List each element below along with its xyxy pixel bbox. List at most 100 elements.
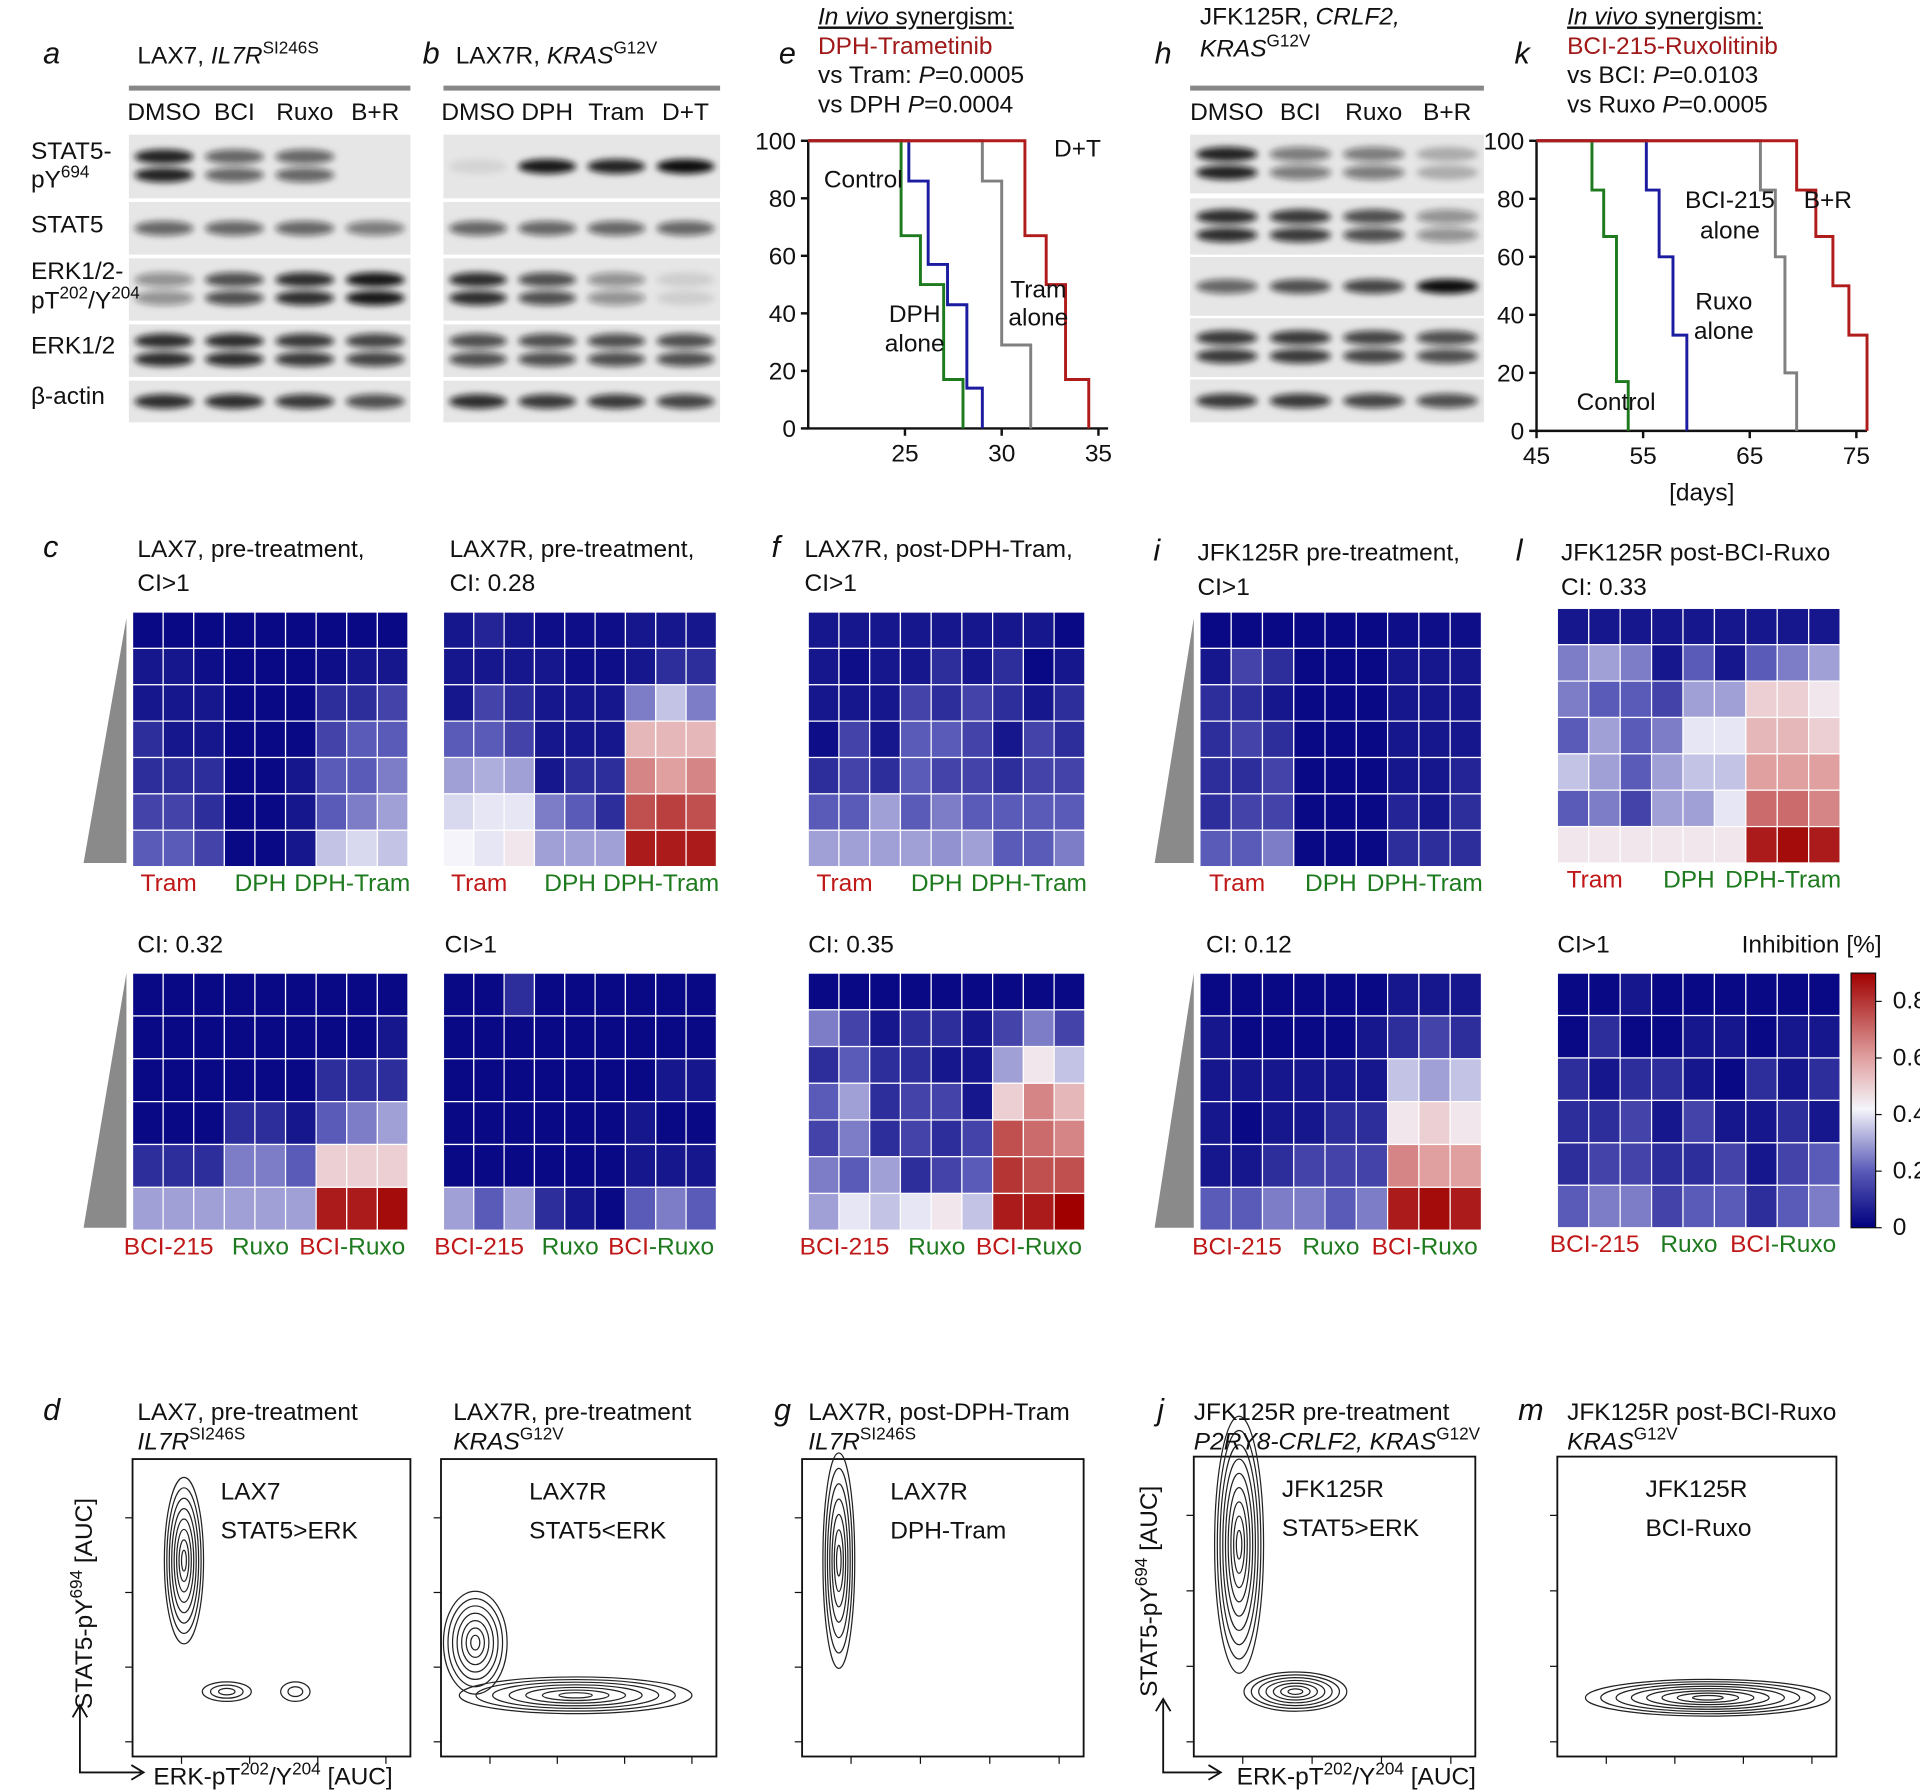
blot-band [1269, 348, 1332, 364]
heat-cell [1619, 607, 1653, 646]
group-label: BCI-Ruxo [1730, 1231, 1836, 1258]
heat-cell [1650, 607, 1684, 646]
heat-cell [442, 647, 475, 686]
heat-cell [1386, 1058, 1420, 1103]
heat-cell [193, 720, 225, 759]
heat-cell [1745, 972, 1778, 1017]
heat-cell [442, 756, 475, 795]
heat-cell [1588, 1099, 1621, 1144]
plot-frame [131, 1458, 412, 1758]
axes [1535, 140, 1868, 433]
heat-cell [869, 972, 902, 1011]
heat-cell [1386, 756, 1420, 795]
heat-cell [533, 972, 566, 1017]
blot-band [346, 149, 405, 164]
blot-band [656, 290, 715, 306]
heat-cell [1293, 720, 1326, 759]
heat-cell [1556, 1099, 1590, 1144]
curve-annotation: alone [1008, 305, 1068, 332]
heat-cell [1808, 1057, 1841, 1102]
text-segment: BCI [1730, 1231, 1771, 1258]
heat-cell [807, 1045, 840, 1084]
contour-note: LAX7R [529, 1478, 607, 1505]
text-segment: 694 [61, 161, 90, 181]
heat-cell [1556, 972, 1590, 1017]
heat-cell [1588, 825, 1621, 864]
heat-cell [223, 793, 256, 831]
group-label: DPH-Tram [1725, 866, 1841, 893]
blot-strip [1190, 198, 1484, 255]
heat-cell [1230, 1015, 1264, 1060]
heat-cell [1293, 684, 1326, 722]
blot-band [1342, 348, 1405, 364]
heat-cell [1199, 1058, 1232, 1103]
heat-cell [1324, 756, 1357, 795]
heat-cell [685, 720, 718, 759]
heat-cell [564, 1058, 596, 1103]
text-segment: KRAS [1200, 35, 1267, 62]
density-contour [465, 1627, 485, 1658]
heat-cell [807, 793, 840, 831]
heat-cell [992, 720, 1024, 759]
x-tick-label: 45 [1523, 443, 1550, 470]
heat-cell [655, 756, 687, 795]
blot-band [1416, 165, 1479, 180]
heat-cell [254, 1186, 287, 1231]
heat-cell [1355, 720, 1389, 759]
blot-band [587, 272, 646, 288]
heat-cell [930, 1119, 963, 1158]
density-contour [178, 1539, 190, 1583]
lane-label: BCI [1280, 99, 1321, 126]
blot-band [1342, 330, 1405, 346]
text-segment: BCI-215 [124, 1234, 214, 1261]
heat-cell [1588, 972, 1621, 1017]
heat-cell [807, 1009, 840, 1048]
heatmap-title: CI: 0.28 [450, 570, 536, 597]
density-contour [1243, 1671, 1348, 1712]
density-contour [1258, 1677, 1333, 1707]
text-segment: Tram [1567, 866, 1623, 893]
density-contour [470, 1634, 481, 1651]
panel-letter: b [423, 37, 440, 71]
y-tick-label: 0 [1511, 418, 1525, 445]
text-segment: /Y [269, 1764, 292, 1791]
heat-cell [533, 647, 566, 686]
heat-cell [1261, 793, 1295, 831]
survival-curve [808, 139, 984, 429]
text-segment: BCI-215 [434, 1234, 524, 1261]
heat-cell [254, 647, 287, 686]
group-label: Ruxo [1302, 1234, 1359, 1261]
heat-cell [899, 972, 932, 1011]
blot-band [275, 149, 335, 165]
text-segment: [AUC] [1136, 1486, 1163, 1558]
label: In vivo synergism: [818, 3, 1014, 30]
heat-cell [1324, 720, 1357, 759]
heat-cell [1386, 972, 1420, 1017]
heat-cell [594, 720, 627, 759]
blot-strip [128, 324, 411, 378]
blot-band [1269, 393, 1332, 409]
heat-cell [1776, 972, 1810, 1017]
y-tick-label: 100 [755, 128, 796, 155]
heat-cell [193, 647, 225, 686]
heat-cell [162, 611, 195, 650]
blot-band [587, 159, 646, 174]
heat-cell [930, 1192, 963, 1231]
heat-cell [1745, 607, 1778, 646]
heat-cell [838, 1009, 871, 1048]
heat-cell [1776, 753, 1810, 791]
curve-annotation: Control [1577, 389, 1656, 416]
heat-cell [807, 684, 840, 722]
blot-band [1416, 146, 1479, 162]
heat-cell [131, 684, 164, 722]
text-segment: BCI-215-Ruxolitinib [1567, 33, 1778, 60]
blot-band [1416, 227, 1479, 243]
heatmap-title: JFK125R post-BCI-Ruxo [1561, 540, 1830, 567]
group-label: BCI-Ruxo [976, 1234, 1082, 1261]
colorbar [1850, 972, 1877, 1229]
heat-cell [564, 756, 596, 795]
heat-cell [193, 756, 225, 795]
label: vs BCI: P=0.0103 [1567, 62, 1758, 89]
heat-cell [685, 647, 718, 686]
lane-label: BCI [214, 99, 255, 126]
